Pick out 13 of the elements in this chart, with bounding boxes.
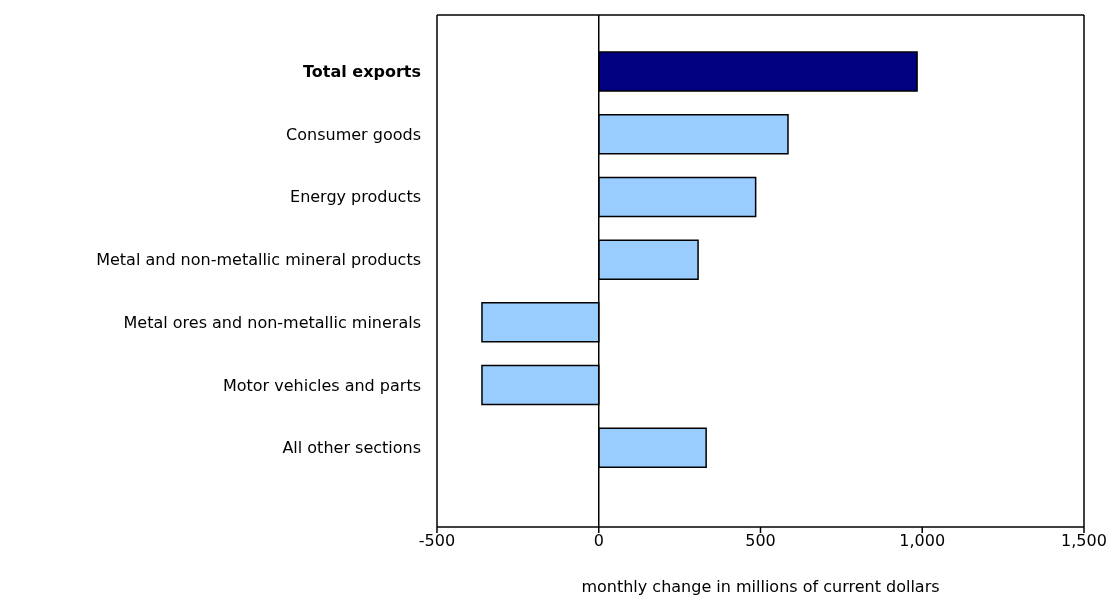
y-tick-label: Metal ores and non-metallic minerals xyxy=(123,312,421,332)
x-tick-label: 1,000 xyxy=(899,531,946,551)
x-tick-label: 0 xyxy=(593,531,604,551)
x-tick-label: 500 xyxy=(745,531,776,551)
y-tick-label: Total exports xyxy=(303,61,421,81)
y-tick-label: Consumer goods xyxy=(286,124,421,144)
x-tick-label: -500 xyxy=(418,531,456,551)
x-axis-title: monthly change in millions of current dollars xyxy=(581,577,940,596)
x-tick-label: 1,500 xyxy=(1061,531,1107,551)
y-tick-label: Motor vehicles and parts xyxy=(222,375,421,395)
y-tick-label: Energy products xyxy=(290,187,421,207)
y-tick-label: Metal and non-metallic mineral products xyxy=(96,250,421,270)
y-tick-label: All other sections xyxy=(282,438,421,458)
